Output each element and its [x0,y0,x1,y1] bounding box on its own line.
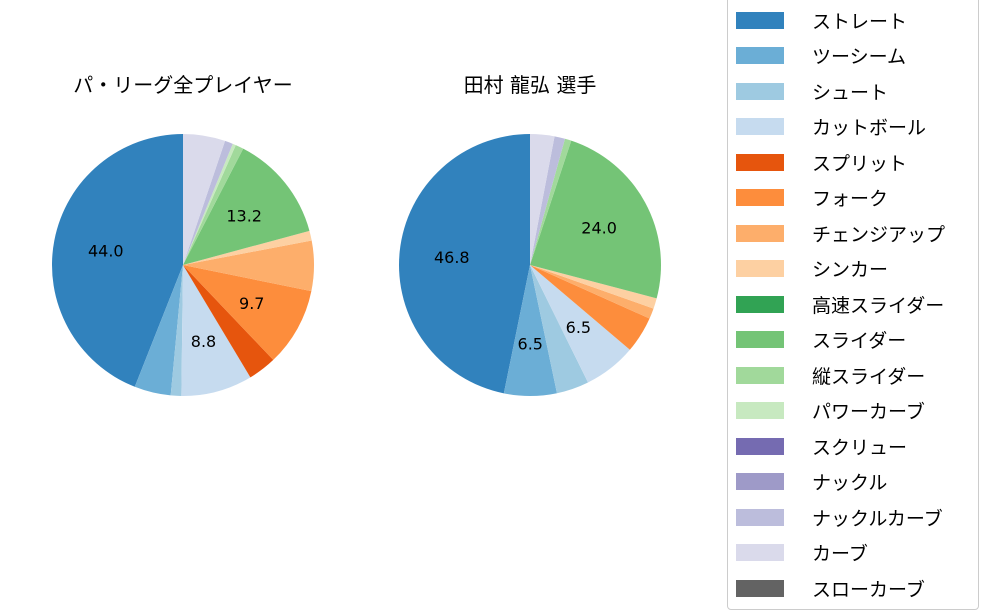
pie-slice [183,134,226,265]
slice-value-label: 8.8 [191,332,216,351]
legend-item: フォーク [736,188,888,210]
legend-item: シンカー [736,259,888,281]
pie-slice [181,265,251,397]
legend-item: カーブ [736,543,868,565]
slice-value-label: 6.5 [566,318,591,337]
legend-label: カットボール [812,117,927,139]
slice-value-label: 44.0 [88,241,124,260]
legend-swatch [736,153,784,171]
legend-label: チェンジアップ [812,223,946,246]
legend-swatch [736,295,784,313]
slice-value-label: 13.2 [226,207,262,226]
legend-label: ナックル [812,472,888,494]
pie-slice [183,145,244,265]
legend-item: ナックルカーブ [736,507,943,530]
legend-swatch [736,508,784,526]
legend-label: パワーカーブ [812,401,925,423]
legend-label: フォーク [812,188,889,210]
legend-item: チェンジアップ [736,223,945,246]
legend-item: 縦スライダー [736,365,925,388]
pie-slice [51,134,184,387]
legend-label: スローカーブ [812,578,925,601]
legend-label: スクリュー [812,436,908,459]
slice-value-label: 6.5 [518,335,543,354]
pie-slice [530,265,589,394]
slice-value-label: 24.0 [581,219,617,238]
pie-slice [183,265,312,360]
pie-slice [530,138,572,265]
legend-label: ストレート [812,10,908,33]
legend-swatch [736,473,784,490]
pie-slice [183,265,274,378]
legend: ストレートツーシームシュートカットボール スプリットフォークチェンジアップ シンカー… [727,0,979,610]
legend-label: スプリット [812,152,908,175]
left-chart-title: パ・リーグ全プレイヤー [73,73,292,97]
legend-item: シュート [736,81,888,104]
slice-value-label: 46.8 [434,248,470,267]
legend-item: ストレート [736,10,907,33]
legend-swatch [736,189,784,206]
legend-swatch [736,437,784,455]
legend-swatch [736,579,784,597]
legend-swatch [736,544,784,561]
pie-slice [503,265,557,396]
slice-value-label: 9.7 [239,294,264,313]
legend-swatch [736,331,784,348]
pie-slice [134,265,183,396]
left-pie: 44.0 8.8 9.7 13.2 [51,134,314,397]
legend-swatch [736,402,784,419]
legend-label: 縦スライダー [812,365,926,388]
pie-slice [530,140,661,299]
right-pie: 46.8 6.5 6.5 24.0 [399,134,661,396]
legend-label: シュート [812,81,889,104]
legend-label: シンカー [812,259,889,281]
legend-swatch [736,118,784,135]
pie-slice [170,265,183,396]
legend-item: ツーシーム [736,46,906,68]
legend-item: パワーカーブ [736,401,925,423]
pie-slice [183,140,233,265]
legend-swatch [736,366,784,384]
legend-swatch [736,11,784,29]
legend-item: スクリュー [736,436,907,459]
legend-item: 高速スライダー [736,294,944,317]
legend-label: ナックルカーブ [812,507,943,530]
legend-item: スローカーブ [736,578,925,601]
legend-item: ナックル [736,472,887,494]
legend-swatch [736,82,784,100]
legend-swatch [736,260,784,277]
pie-slice [183,240,314,292]
legend-item: スプリット [736,152,907,175]
legend-item: カットボール [736,117,926,139]
legend-swatch [736,224,784,242]
legend-swatch [736,47,784,64]
pie-slice [530,265,630,383]
pie-slice [530,134,555,265]
right-chart-title: 田村 龍弘 選手 [464,73,597,97]
pie-slice [530,265,654,319]
pie-slice [530,265,650,350]
legend-label: ツーシーム [812,46,907,68]
pie-slice [399,134,530,394]
pie-slice [183,148,310,265]
legend-label: 高速スライダー [812,294,945,317]
pie-slice [530,136,565,265]
pie-slice [530,265,657,309]
pie-slice [183,230,312,265]
legend-item: スライダー [736,330,906,352]
pie-slice [183,143,236,265]
legend-label: カーブ [812,543,868,565]
legend-label: スライダー [812,330,907,352]
